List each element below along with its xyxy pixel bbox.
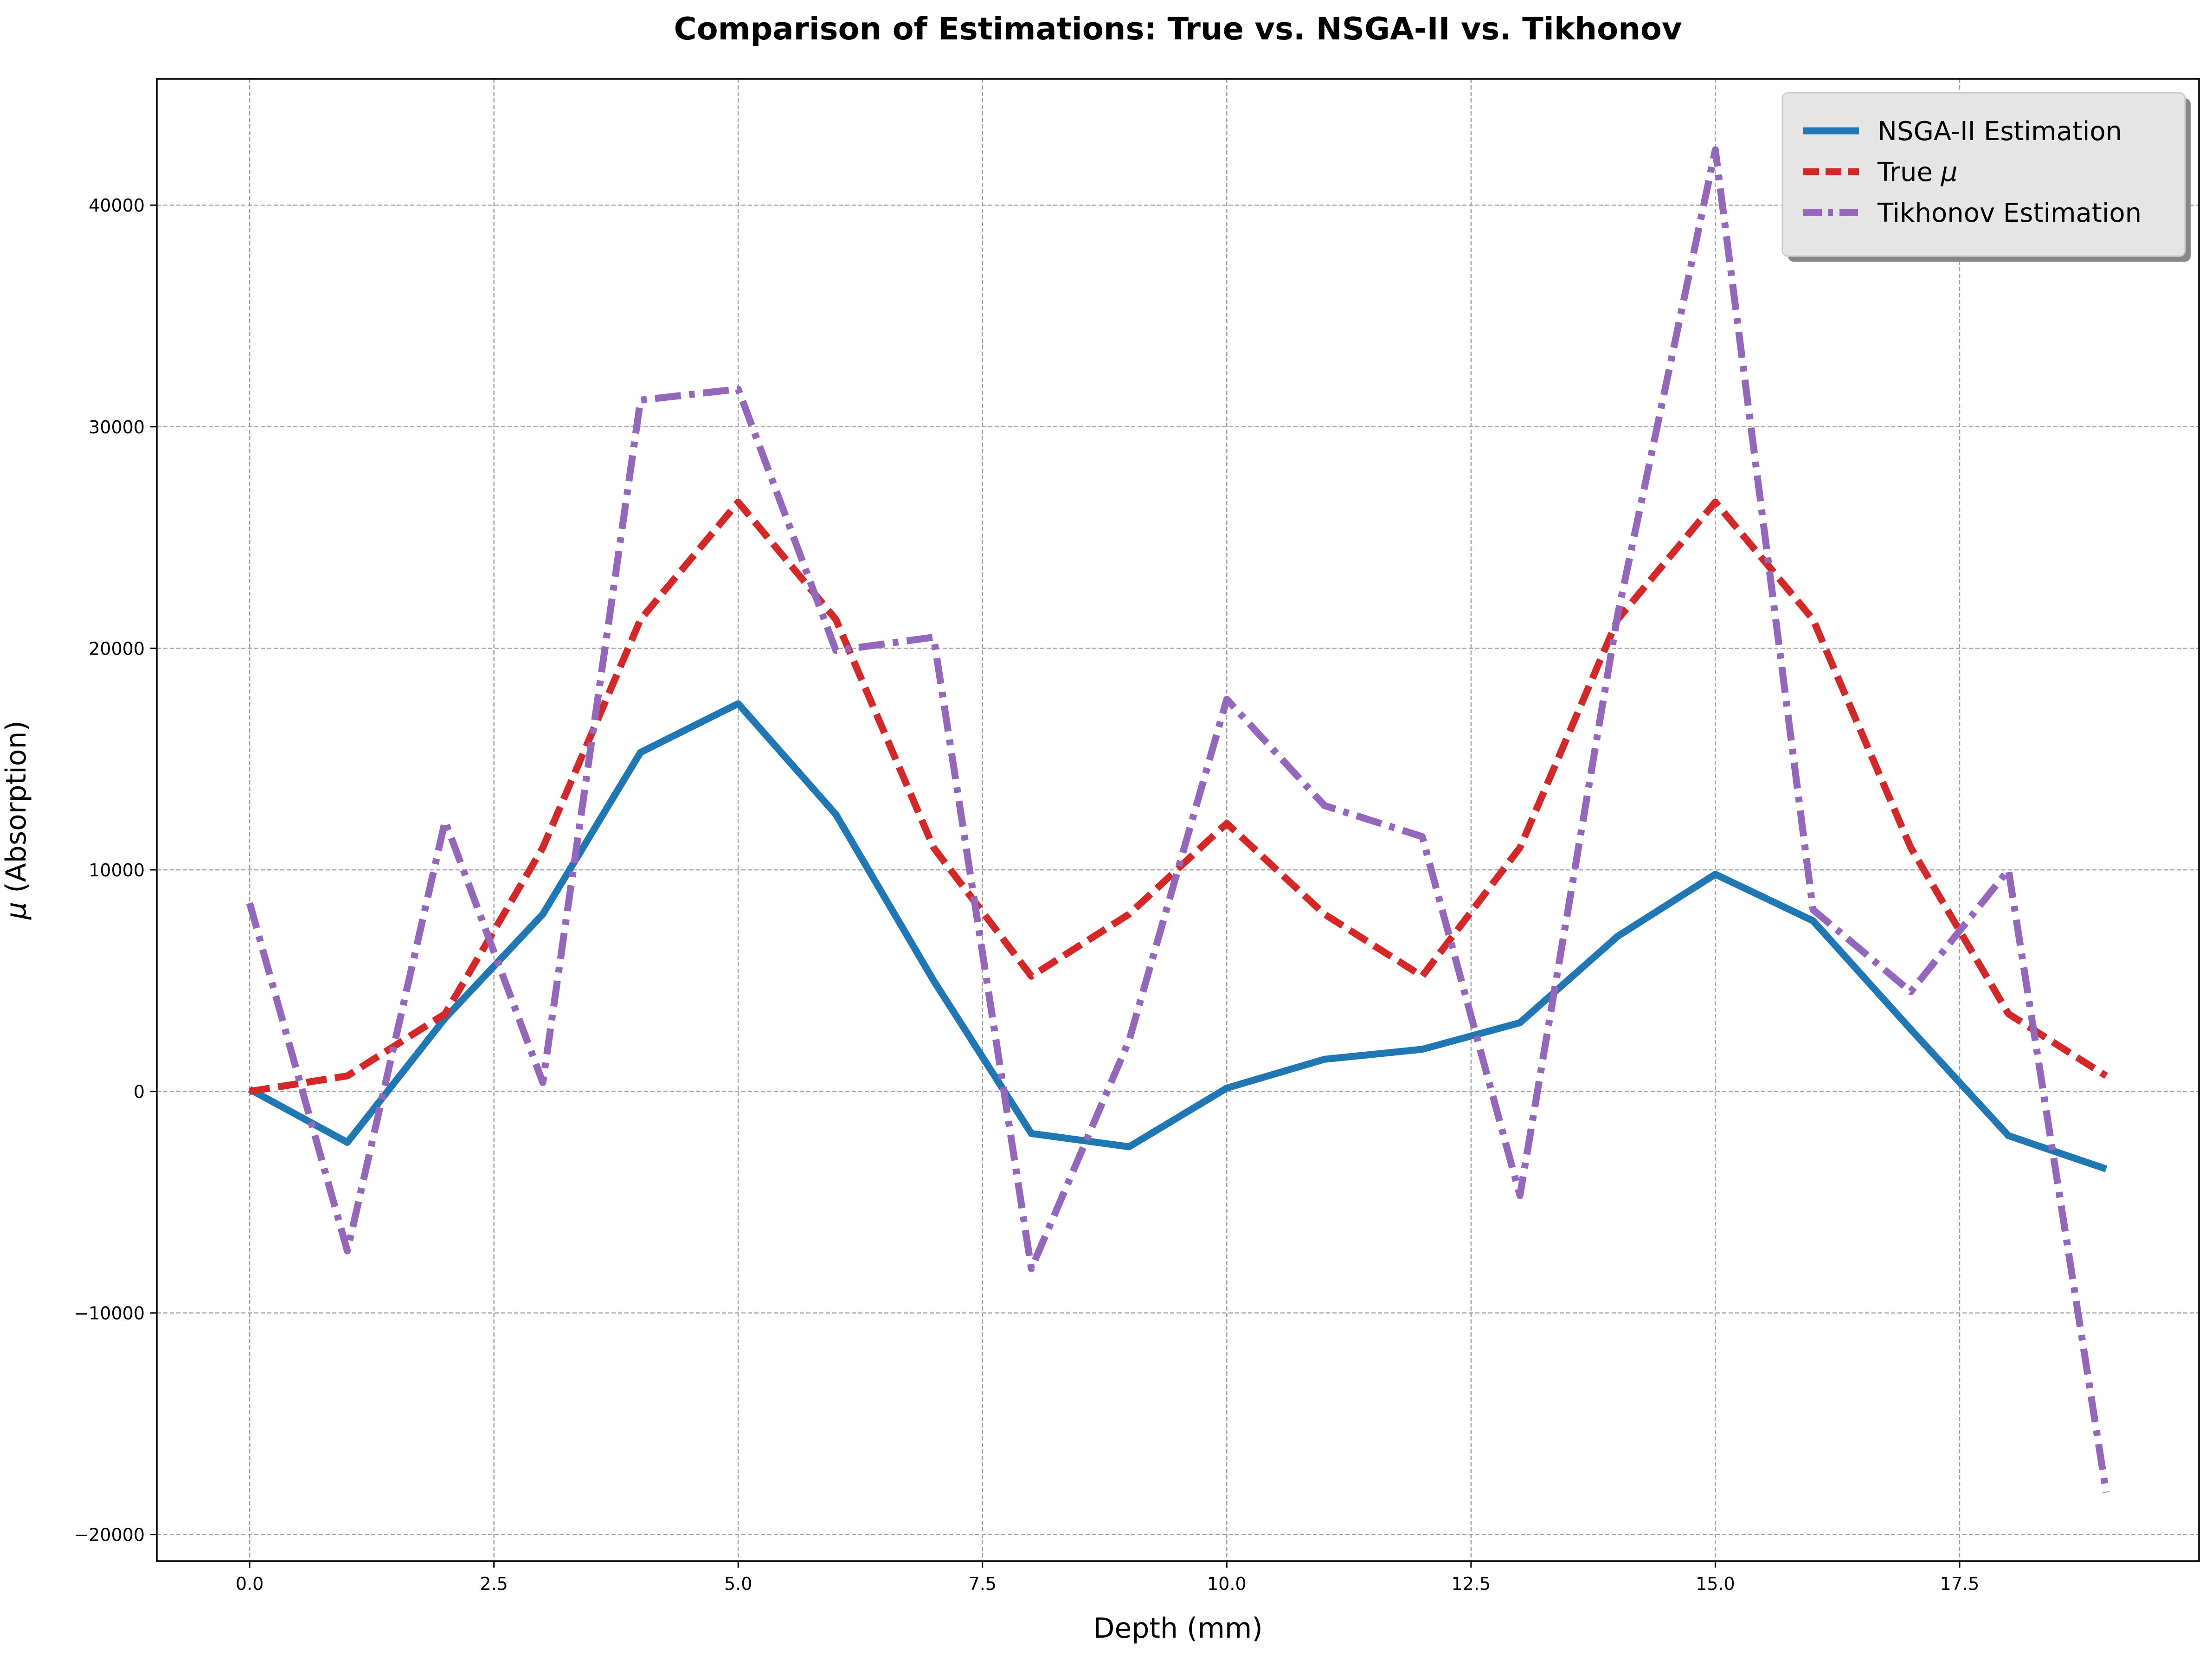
series-layer [246,146,2110,1493]
y-axis-label: μ (Absorption) [0,720,32,920]
legend: NSGA-II Estimation True μ Tikhonov Estimat… [1781,92,2191,262]
legend-label-text: NSGA-II Estimation [1878,116,2122,147]
x-tick-label: 7.5 [969,1574,997,1594]
y-axis-label-symbol: μ [0,902,32,920]
x-tick-label: 17.5 [1940,1574,1980,1594]
legend-label-1: NSGA-II Estimation [1878,116,2122,147]
x-tick-label: 15.0 [1696,1574,1735,1594]
y-tick-label: 20000 [89,638,145,659]
legend-label-text: Tikhonov Estimation [1877,198,2141,228]
legend-box [1781,92,2186,257]
x-tick-label: 2.5 [480,1574,508,1594]
x-tick-label: 12.5 [1452,1574,1491,1594]
y-tick-label: 40000 [89,195,145,216]
y-tick-label: −10000 [74,1303,145,1324]
plot-frame [156,78,2200,1562]
grid [157,79,2199,1561]
x-tick-label: 10.0 [1207,1574,1247,1594]
y-axis-label-text: (Absorption) [0,720,32,902]
legend-label-text: True [1877,157,1941,187]
y-tick-label: 0 [134,1082,145,1102]
legend-label-symbol: μ [1941,157,1958,187]
series-line-1 [248,700,2108,1172]
y-tick-label: −20000 [74,1525,145,1545]
plot-area [157,79,2199,1561]
x-tick-label: 0.0 [236,1574,264,1594]
chart-title: Comparison of Estimations: True vs. NSGA… [674,11,1682,47]
y-tick-label: 30000 [89,417,145,437]
x-axis-label: Depth (mm) [1093,1612,1263,1645]
ticks: 0.0 2.5 5.0 7.5 10.0 12.5 15.0 17.5 −20000 −10000… [74,195,1979,1594]
legend-label-3: Tikhonov Estimation [1877,198,2141,228]
legend-label-2: True μ [1877,157,1957,187]
series-line-2 [249,498,2108,1095]
x-tick-label: 5.0 [724,1574,752,1594]
y-tick-label: 10000 [89,860,145,881]
series-line-3 [246,146,2110,1493]
